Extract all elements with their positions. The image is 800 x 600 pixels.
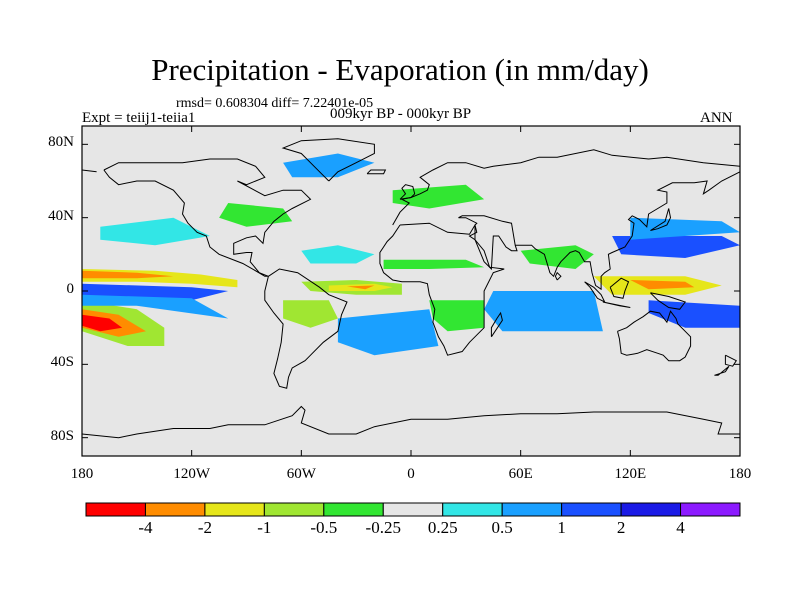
stats-text: rmsd= 0.608304 diff= 7.22401e-05 bbox=[176, 96, 374, 111]
coastline-2 bbox=[281, 138, 375, 182]
colorbar-label: -0.5 bbox=[310, 518, 338, 537]
colorbar-box-8 bbox=[561, 502, 622, 517]
y-tick-label: 40N bbox=[48, 207, 74, 224]
coastline-layer bbox=[82, 138, 740, 439]
colorbar-box-1 bbox=[144, 502, 206, 517]
contour-region-24 bbox=[283, 153, 375, 178]
contour-layer bbox=[82, 153, 740, 356]
coastline-16 bbox=[399, 184, 416, 200]
coastline-12 bbox=[650, 292, 687, 310]
period-label: 009kyr BP - 000kyr BP bbox=[330, 106, 472, 122]
coastline-4 bbox=[82, 169, 97, 173]
coastline-14 bbox=[714, 365, 730, 376]
colorbar-box-2 bbox=[204, 502, 265, 517]
x-tick-label: 60E bbox=[508, 466, 533, 482]
coastline-11 bbox=[609, 277, 630, 299]
colorbar-label: -0.25 bbox=[365, 518, 401, 537]
colorbar-label: -2 bbox=[197, 518, 212, 537]
contour-region-7 bbox=[347, 285, 375, 290]
chart-title: Precipitation - Evaporation (in mm/day) bbox=[151, 52, 649, 87]
x-tick-label: 0 bbox=[407, 466, 415, 482]
coastline-18 bbox=[490, 311, 503, 338]
x-tick-label: 120E bbox=[614, 466, 647, 482]
colorbar-label: -4 bbox=[138, 518, 153, 537]
colorbar-label: -1 bbox=[257, 518, 272, 537]
season-label: ANN bbox=[700, 110, 733, 126]
coastline-13 bbox=[724, 354, 738, 367]
y-tick-label: 80S bbox=[50, 427, 74, 444]
contour-region-14 bbox=[630, 280, 695, 290]
colorbar-box-3 bbox=[263, 502, 325, 517]
colorbar-box-9 bbox=[620, 502, 682, 517]
coastline-15 bbox=[650, 208, 672, 231]
y-tick-label: 40S bbox=[50, 354, 74, 371]
coastline-6 bbox=[458, 215, 518, 271]
colorbar-box-5 bbox=[382, 502, 444, 517]
coastline-1 bbox=[264, 268, 348, 389]
x-tick-label: 180 bbox=[70, 466, 94, 482]
contour-region-12 bbox=[484, 291, 603, 332]
contour-region-20 bbox=[100, 217, 210, 246]
colorbar-label: 2 bbox=[616, 518, 626, 537]
coastline-19 bbox=[554, 271, 562, 281]
experiment-label: Expt = teiij1-teiia1 bbox=[82, 110, 196, 126]
coastline-17 bbox=[366, 169, 387, 175]
colorbar-box-4 bbox=[323, 502, 384, 517]
contour-region-21 bbox=[283, 300, 338, 328]
coastline-5 bbox=[379, 222, 505, 356]
x-tick-label: 120W bbox=[173, 466, 210, 482]
contour-region-4 bbox=[82, 314, 123, 332]
x-tick-label: 60W bbox=[286, 466, 316, 482]
x-tick-label: 180 bbox=[728, 466, 752, 482]
colorbar-box-7 bbox=[501, 502, 563, 517]
contour-region-15 bbox=[612, 236, 740, 258]
contour-region-1 bbox=[82, 270, 174, 279]
axis-ticks bbox=[81, 126, 741, 456]
contour-region-9 bbox=[383, 259, 485, 269]
colorbar-box-6 bbox=[442, 502, 503, 517]
coastline-20 bbox=[82, 405, 740, 439]
colorbar-label: 0.25 bbox=[427, 518, 458, 537]
colorbar bbox=[85, 502, 741, 517]
contour-region-25 bbox=[392, 184, 485, 209]
y-tick-label: 80N bbox=[48, 134, 74, 151]
contour-region-8 bbox=[301, 245, 375, 264]
contour-region-17 bbox=[648, 300, 740, 328]
coastline-7 bbox=[515, 171, 740, 291]
colorbar-box-0 bbox=[85, 502, 146, 517]
colorbar-label: 4 bbox=[676, 518, 685, 537]
contour-region-26 bbox=[429, 300, 485, 332]
contour-region-22 bbox=[337, 309, 439, 356]
colorbar-label: 1 bbox=[557, 518, 566, 537]
coastline-0 bbox=[103, 158, 312, 277]
contour-region-19 bbox=[82, 294, 229, 319]
contour-region-16 bbox=[630, 217, 740, 240]
coastline-10 bbox=[602, 301, 631, 308]
colorbar-box-10 bbox=[680, 502, 741, 517]
coastline-8 bbox=[617, 310, 692, 362]
y-tick-label: 0 bbox=[66, 281, 75, 297]
colorbar-label: 0.5 bbox=[491, 518, 513, 537]
